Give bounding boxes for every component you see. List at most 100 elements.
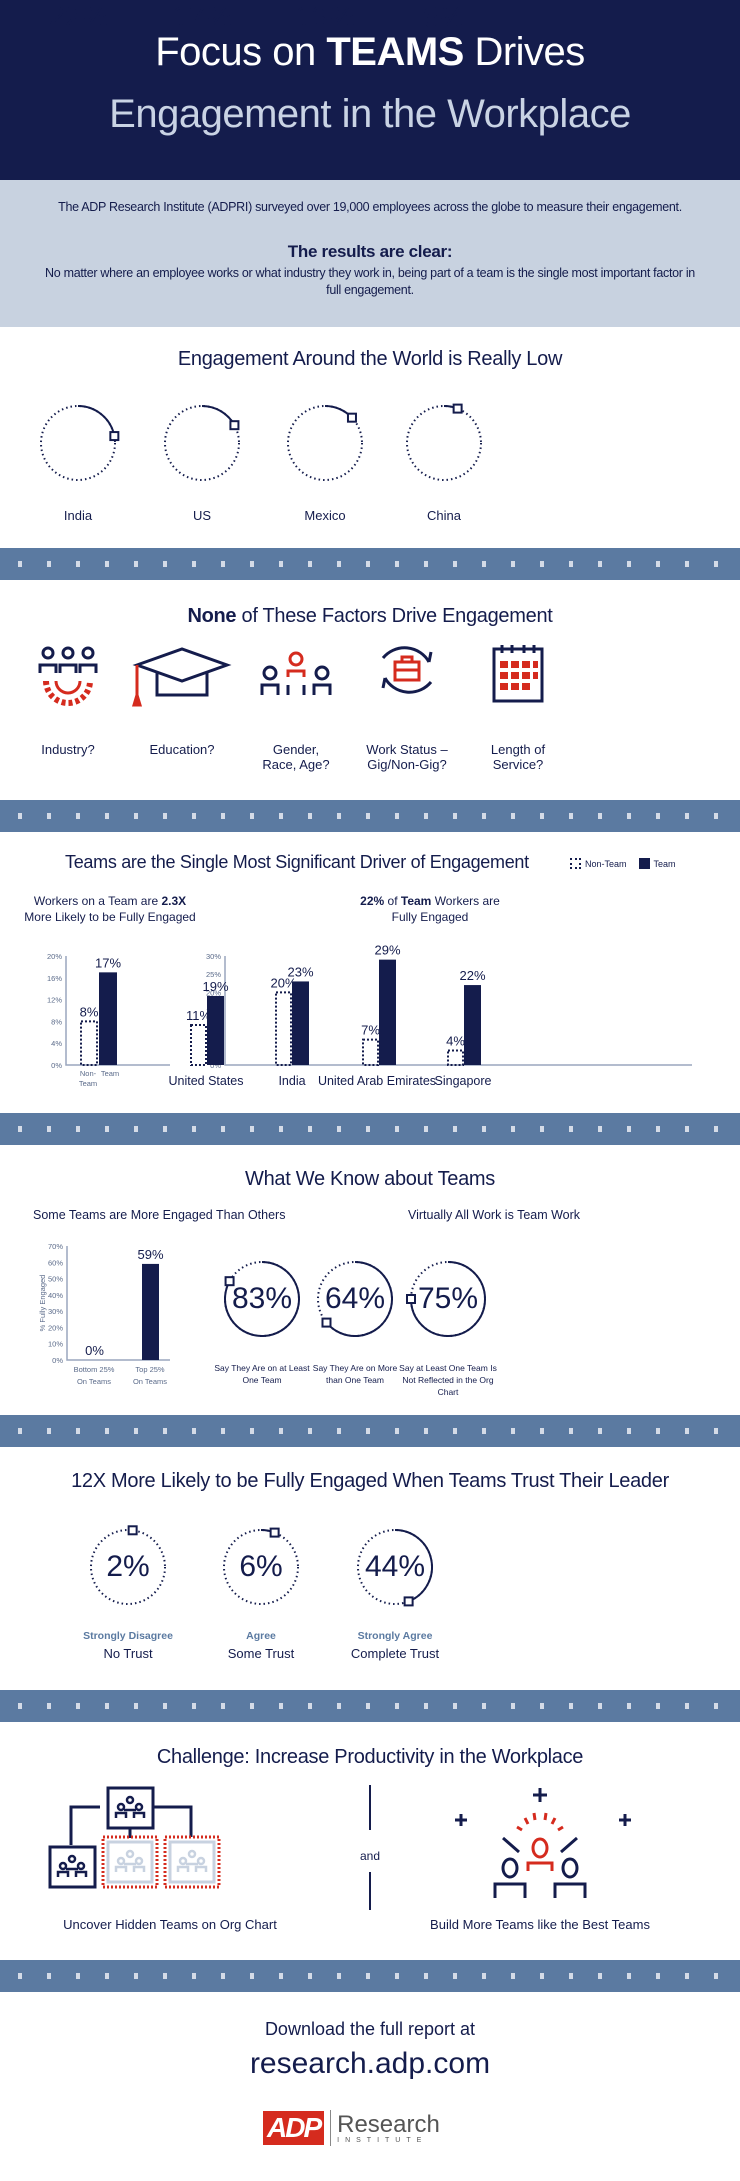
challenge-graphics xyxy=(48,1785,631,1910)
progress-ring xyxy=(40,405,120,481)
logo-separator xyxy=(330,2110,332,2146)
people-group-icon xyxy=(260,651,332,695)
intro-heading: The results are clear: xyxy=(287,242,453,261)
y-tick-label: 0% xyxy=(210,1061,221,1070)
ring-marker xyxy=(346,412,357,423)
legend: Non-Team Team xyxy=(570,858,676,869)
chart-axis xyxy=(66,1246,170,1361)
factor-label-work-status: Work Status – Gig/Non-Gig? xyxy=(366,742,448,772)
x-tick-label: Non- xyxy=(80,1069,97,1078)
chart-axis xyxy=(224,956,692,1066)
legend-team: Team xyxy=(653,858,676,869)
know-title: What We Know about Teams xyxy=(245,1168,495,1190)
chart-axis xyxy=(65,956,170,1066)
ring-marker xyxy=(229,420,240,431)
y-tick-label: 25% xyxy=(206,970,221,979)
section-divider xyxy=(0,1690,740,1722)
report-url-link[interactable]: research.adp.com xyxy=(249,2047,491,2080)
challenge-title: Challenge: Increase Productivity in the … xyxy=(156,1746,584,1768)
factor-label-education: Education? xyxy=(149,742,215,757)
bar-team xyxy=(207,995,224,1065)
section-divider xyxy=(0,548,740,580)
x-tick-label: On Teams xyxy=(133,1377,167,1386)
ring-progress-arc xyxy=(224,1261,300,1337)
bar-value-label: 20% xyxy=(270,975,296,990)
org-chart-icon xyxy=(48,1786,221,1889)
country-label: China xyxy=(427,508,461,523)
graduation-cap-icon xyxy=(131,647,232,707)
category-label: Singapore xyxy=(435,1074,492,1088)
y-tick-label: 10% xyxy=(48,1340,63,1349)
progress-ring xyxy=(223,1527,299,1605)
intro-body: No matter where an employee works or wha… xyxy=(45,266,695,297)
ring-track xyxy=(223,1529,299,1605)
header: Focus on TEAMS Drives Engagement in the … xyxy=(0,0,740,180)
progress-ring xyxy=(406,403,482,481)
progress-ring xyxy=(224,1261,300,1337)
factor-label-industry: Industry? xyxy=(41,742,95,757)
x-tick-label: On Teams xyxy=(77,1377,111,1386)
right-chart-title: 22% of Team Workers are Fully Engaged xyxy=(360,894,500,924)
know-right-title: Virtually All Work is Team Work xyxy=(408,1208,581,1222)
know-left-title: Some Teams are More Engaged Than Others xyxy=(33,1208,286,1222)
bar-non-team xyxy=(447,1049,464,1067)
bar-value-label: 17% xyxy=(95,955,121,970)
y-tick-label: 20% xyxy=(48,1323,63,1332)
category-label: United Arab Emirates xyxy=(318,1074,436,1088)
y-tick-label: 20% xyxy=(47,952,62,961)
ring-progress-arc xyxy=(77,405,116,437)
x-tick-label: Top 25% xyxy=(135,1365,165,1374)
y-tick-label: 12% xyxy=(47,996,62,1005)
ring-track xyxy=(287,405,363,481)
ring-progress-arc xyxy=(410,1261,486,1337)
bar-value-label: 0% xyxy=(85,1343,104,1358)
country-label: India xyxy=(63,508,93,523)
country-label: US xyxy=(192,508,212,523)
legend-non-team: Non-Team xyxy=(585,858,627,869)
category-label: United States xyxy=(168,1074,243,1088)
bar-value-label: 11% xyxy=(186,1008,211,1023)
ring-marker xyxy=(321,1317,332,1328)
bar-team xyxy=(379,959,396,1065)
bar-non-team xyxy=(362,1038,379,1066)
bar-team xyxy=(99,972,117,1065)
progress-ring xyxy=(287,405,363,481)
y-tick-label: 16% xyxy=(47,974,62,983)
progress-ring xyxy=(357,1529,433,1607)
ring-marker xyxy=(406,1294,416,1304)
y-tick-label: 70% xyxy=(48,1242,63,1251)
bar-value-label: 4% xyxy=(446,1033,465,1048)
trust-label: Some Trust xyxy=(227,1646,295,1661)
trust-level: Agree xyxy=(246,1630,276,1642)
trust-level: Strongly Agree xyxy=(357,1630,433,1642)
bar-team xyxy=(142,1263,159,1360)
logo-institute: INSTITUTE xyxy=(337,2136,428,2144)
y-axis-label: % Fully Engaged xyxy=(38,1275,47,1332)
ring-track xyxy=(40,405,116,481)
ring-marker xyxy=(127,1525,138,1536)
x-tick-label: Team xyxy=(101,1069,119,1078)
ring-marker xyxy=(452,403,463,414)
category-label: India xyxy=(278,1074,305,1088)
logo-text: Research INSTITUTE xyxy=(337,2112,440,2144)
trust-level: Strongly Disagree xyxy=(83,1630,173,1642)
legend-team-swatch xyxy=(638,858,650,869)
ring-track xyxy=(90,1529,166,1605)
factor-label-length: Length of Service? xyxy=(490,742,546,772)
title-line-1: Focus on TEAMS Drives xyxy=(155,30,585,74)
trust-label: No Trust xyxy=(103,1646,153,1661)
progress-ring xyxy=(317,1261,393,1337)
ring-track xyxy=(164,405,240,481)
ring-marker xyxy=(224,1276,235,1287)
intro-text: The ADP Research Institute (ADPRI) surve… xyxy=(58,200,682,214)
adp-research-logo: ADP Research INSTITUTE xyxy=(263,2108,440,2148)
team-work-caption: Say They Are on at Least One Team xyxy=(214,1363,310,1385)
y-tick-label: 0% xyxy=(51,1061,62,1070)
y-tick-label: 30% xyxy=(48,1307,63,1316)
ring-progress-arc xyxy=(394,1529,433,1603)
challenge-right-label: Build More Teams like the Best Teams xyxy=(430,1917,650,1932)
bar-value-label: 7% xyxy=(361,1023,380,1038)
bar-non-team xyxy=(275,991,292,1066)
ring-track xyxy=(406,405,482,481)
